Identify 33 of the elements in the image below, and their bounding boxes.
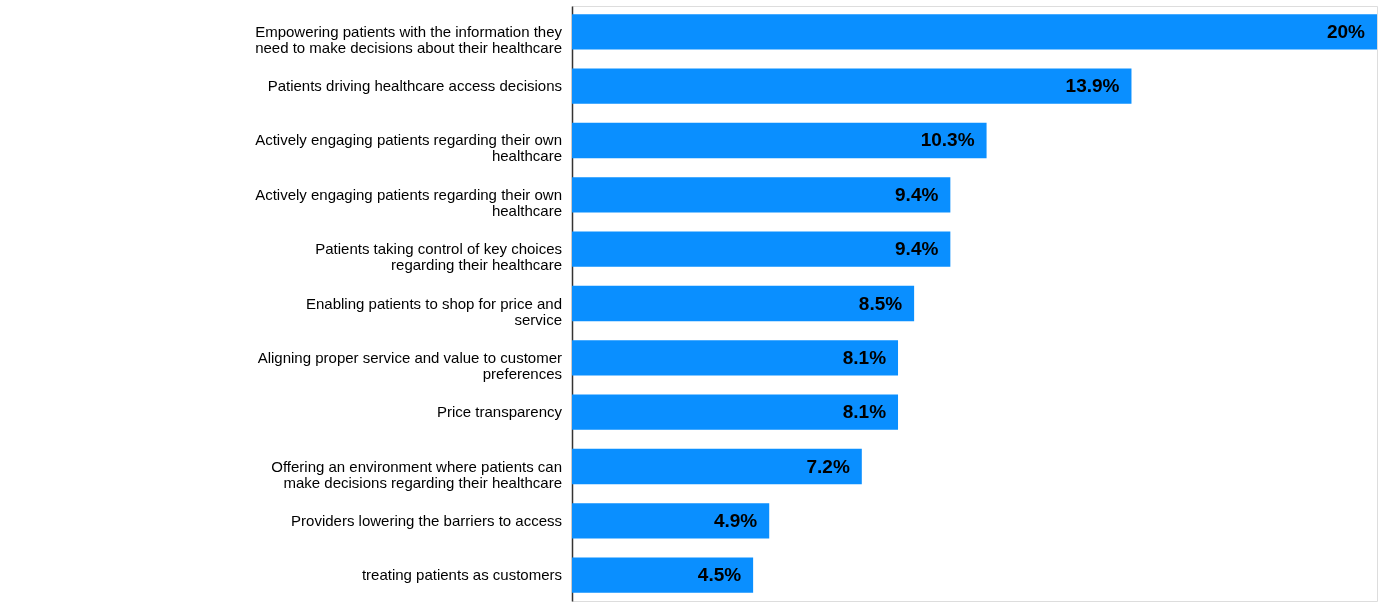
data-label: 7.2% (806, 455, 850, 477)
y-tick-label: Actively engaging patients regarding their own healthcare (255, 185, 562, 219)
bar (572, 68, 1132, 104)
y-tick-label: Aligning proper service and value to customer preferences (257, 348, 562, 382)
y-tick-label: Patients driving healthcare access decisions (267, 77, 562, 95)
bar (572, 14, 1377, 50)
bar (572, 394, 899, 430)
bar (572, 503, 770, 539)
y-tick-label: treating patients as customers (361, 566, 562, 584)
y-tick-label: Actively engaging patients regarding their own healthcare (255, 131, 562, 165)
data-label: 10.3% (920, 129, 975, 151)
data-label: 8.1% (842, 346, 887, 368)
y-tick-label: Patients taking control of key choices regarding their healthcare (315, 240, 562, 274)
data-label: 13.9% (1065, 75, 1120, 97)
bar (572, 231, 951, 267)
bar (572, 448, 862, 485)
bar (572, 122, 987, 159)
bar (572, 340, 899, 376)
bar (572, 285, 915, 322)
y-tick-label: Providers lowering the barriers to access (291, 511, 562, 529)
y-tick-label: Enabling patients to shop for price and service (305, 294, 562, 328)
data-label: 8.5% (858, 292, 903, 314)
bar (572, 177, 951, 213)
y-tick-label: Offering an environment where patients can make decisions regarding their healthcare (271, 457, 562, 491)
data-label: 8.1% (842, 401, 887, 423)
data-label: 9.4% (895, 238, 939, 260)
y-tick-label: Empowering patients with the information they need to make decisions about their healthcare (255, 22, 563, 56)
bar (572, 557, 754, 593)
data-label: 9.4% (895, 183, 939, 205)
y-tick-label: Price transparency (436, 403, 563, 421)
data-label: 4.5% (697, 564, 742, 586)
data-label: 20% (1326, 20, 1366, 42)
data-label: 4.9% (713, 509, 758, 531)
